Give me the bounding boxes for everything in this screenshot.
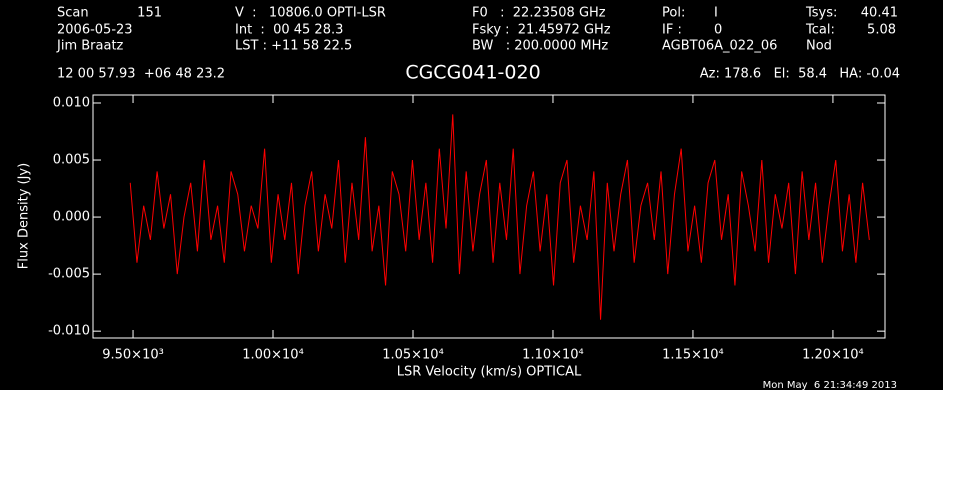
x-tick-label: 1.15×10⁴: [662, 348, 724, 363]
y-tick-label: 0.010: [53, 95, 90, 110]
x-tick-label: 1.10×10⁴: [522, 348, 584, 363]
tcal: 5.08: [867, 23, 896, 38]
x-tick-label: 9.50×10³: [102, 348, 164, 363]
tsys-label: Tsys:: [805, 6, 837, 21]
timestamp: Mon May 6 21:34:49 2013: [763, 380, 897, 391]
if-label: IF :: [662, 23, 682, 38]
tsys: 40.41: [861, 6, 898, 21]
az-el: Az: 178.6 El: 58.4 HA: -0.04: [700, 67, 900, 82]
date: 2006-05-23: [57, 23, 133, 38]
f0: F0 : 22.23508 GHz: [472, 6, 606, 21]
y-axis-label: Flux Density (Jy): [17, 163, 32, 269]
plot-frame: [92, 94, 886, 339]
velocity: V : 10806.0 OPTI-LSR: [235, 6, 386, 21]
x-axis-label: LSR Velocity (km/s) OPTICAL: [397, 365, 582, 380]
x-tick-label: 1.05×10⁴: [382, 348, 444, 363]
spectrum-line: [129, 114, 870, 320]
x-tick-label: 1.00×10⁴: [242, 348, 304, 363]
y-tick-label: 0.005: [53, 153, 90, 168]
lst: LST : +11 58 22.5: [235, 39, 352, 54]
observer: Jim Braatz: [56, 39, 124, 54]
background: [0, 0, 943, 390]
chart-title: CGCG041-020: [405, 62, 540, 84]
scan: 151: [137, 6, 162, 21]
proc: Nod: [806, 39, 832, 54]
fsky: Fsky : 21.45972 GHz: [472, 23, 611, 38]
coords: 12 00 57.93 +06 48 23.2: [57, 67, 225, 82]
bw: BW : 200.0000 MHz: [472, 39, 608, 54]
project: AGBT06A_022_06: [662, 39, 777, 54]
int: Int : 00 45 28.3: [235, 23, 343, 38]
pol: I: [714, 6, 718, 21]
pol-label: Pol:: [662, 6, 685, 21]
y-tick-label: 0.000: [53, 210, 90, 225]
x-tick-label: 1.20×10⁴: [802, 348, 864, 363]
y-tick-label: -0.010: [48, 324, 90, 339]
scan-label: Scan: [57, 6, 89, 21]
tcal-label: Tcal:: [805, 23, 835, 38]
if: 0: [714, 23, 722, 38]
y-tick-label: -0.005: [48, 267, 90, 282]
